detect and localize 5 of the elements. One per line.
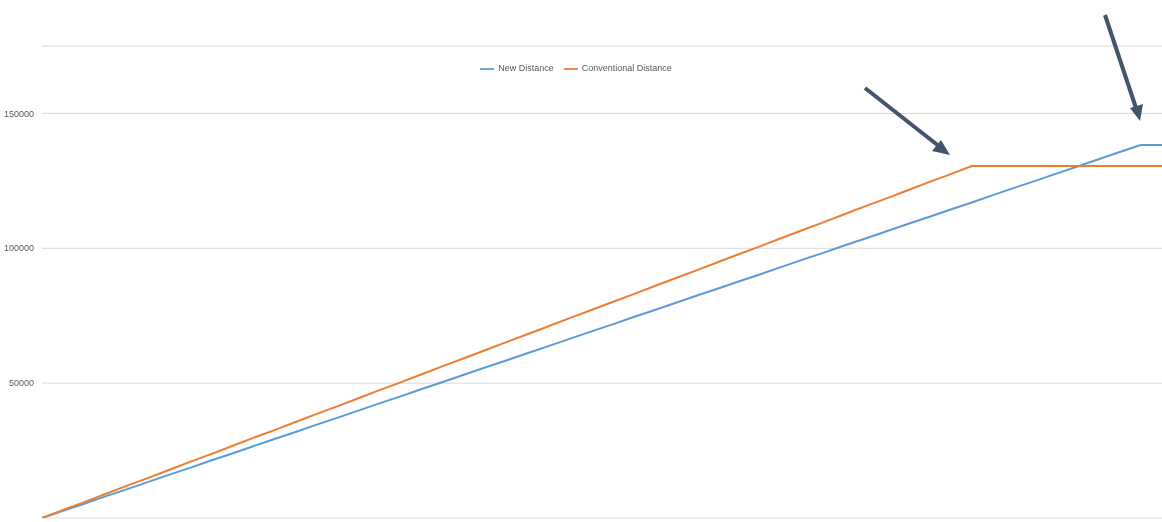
y-tick-label: 50000 — [8, 378, 34, 389]
legend-label: New Distance — [498, 63, 554, 74]
y-tick-label: 100000 — [3, 243, 34, 254]
y-tick-label: 150000 — [3, 108, 34, 119]
legend-label: Conventional Distance — [581, 63, 672, 74]
